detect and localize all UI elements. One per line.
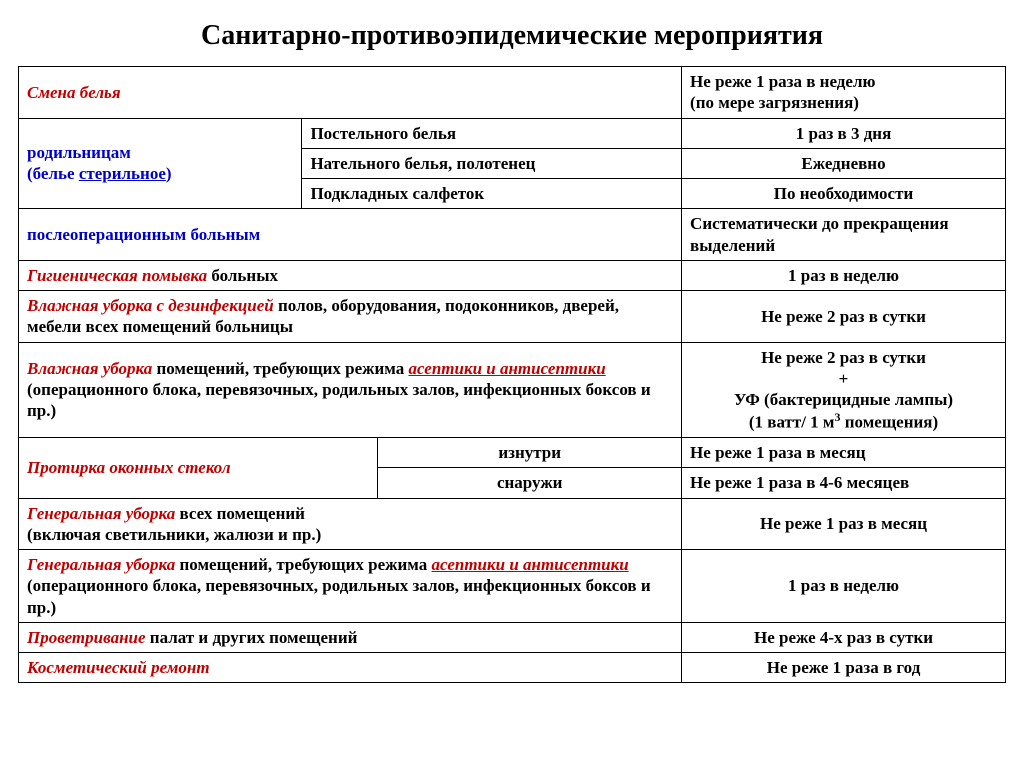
table-row: Генеральная уборка помещений, требующих …: [19, 550, 1006, 623]
sublabel: Постельного белья: [302, 118, 682, 148]
label: Генеральная уборка: [27, 555, 175, 574]
label: Проветривание: [27, 628, 146, 647]
label: помещений, требующих режима: [175, 555, 431, 574]
table-row: Смена белья Не реже 1 раза в неделю (по …: [19, 67, 1006, 119]
table-row: Косметический ремонт Не реже 1 раза в го…: [19, 653, 1006, 683]
label: стерильное: [79, 164, 166, 183]
label: Влажная уборка: [27, 359, 152, 378]
table-row: родильницам (белье стерильное) Постельно…: [19, 118, 1006, 148]
value: Не реже 4-х раз в сутки: [682, 622, 1006, 652]
table-row: Проветривание палат и других помещений Н…: [19, 622, 1006, 652]
value: Систематически до прекращения выделений: [682, 209, 1006, 261]
label: родильницам: [27, 143, 131, 162]
table-row: Протирка оконных стекол изнутри Не реже …: [19, 438, 1006, 468]
table-row: Гигиеническая помывка больных 1 раз в не…: [19, 260, 1006, 290]
sublabel: Подкладных салфеток: [302, 179, 682, 209]
value: Не реже 1 раза в 4-6 месяцев: [682, 468, 1006, 498]
value: 1 раз в неделю: [682, 260, 1006, 290]
label: ): [166, 164, 172, 183]
value: По необходимости: [682, 179, 1006, 209]
label: Генеральная уборка: [27, 504, 175, 523]
label: помещений, требующих режима: [152, 359, 408, 378]
table-row: послеоперационным больным Систематически…: [19, 209, 1006, 261]
label: послеоперационным больным: [27, 225, 260, 244]
label: Косметический ремонт: [27, 658, 210, 677]
value: 1 раз в 3 дня: [682, 118, 1006, 148]
value: Не реже 1 раз в месяц: [682, 498, 1006, 550]
label: палат и других помещений: [146, 628, 358, 647]
sublabel: снаружи: [378, 468, 682, 498]
value: Не реже 1 раза в месяц: [682, 438, 1006, 468]
value: Не реже 2 раз в сутки + УФ (бактерицидны…: [682, 342, 1006, 438]
sanitary-table: Смена белья Не реже 1 раза в неделю (по …: [18, 66, 1006, 683]
label: Протирка оконных стекол: [27, 458, 231, 477]
label: асептики и антисептики: [432, 555, 629, 574]
label: (операционного блока, перевязочных, роди…: [27, 576, 651, 616]
sublabel: изнутри: [378, 438, 682, 468]
label: (белье: [27, 164, 79, 183]
label: Гигиеническая помывка: [27, 266, 207, 285]
table-row: Влажная уборка с дезинфекцией полов, обо…: [19, 291, 1006, 343]
value: 1 раз в неделю: [682, 550, 1006, 623]
value: Не реже 1 раза в неделю (по мере загрязн…: [682, 67, 1006, 119]
value: Не реже 2 раз в сутки: [682, 291, 1006, 343]
value: Ежедневно: [682, 148, 1006, 178]
label: асептики и антисептики: [408, 359, 605, 378]
table-row: Влажная уборка помещений, требующих режи…: [19, 342, 1006, 438]
label: Смена белья: [27, 83, 121, 102]
table-row: Генеральная уборка всех помещений (включ…: [19, 498, 1006, 550]
label: больных: [207, 266, 278, 285]
value: Не реже 1 раза в год: [682, 653, 1006, 683]
sublabel: Нательного белья, полотенец: [302, 148, 682, 178]
label: Влажная уборка с дезинфекцией: [27, 296, 274, 315]
label: (операционного блока, перевязочных, роди…: [27, 380, 651, 420]
page-title: Санитарно-противоэпидемические мероприят…: [18, 20, 1006, 52]
